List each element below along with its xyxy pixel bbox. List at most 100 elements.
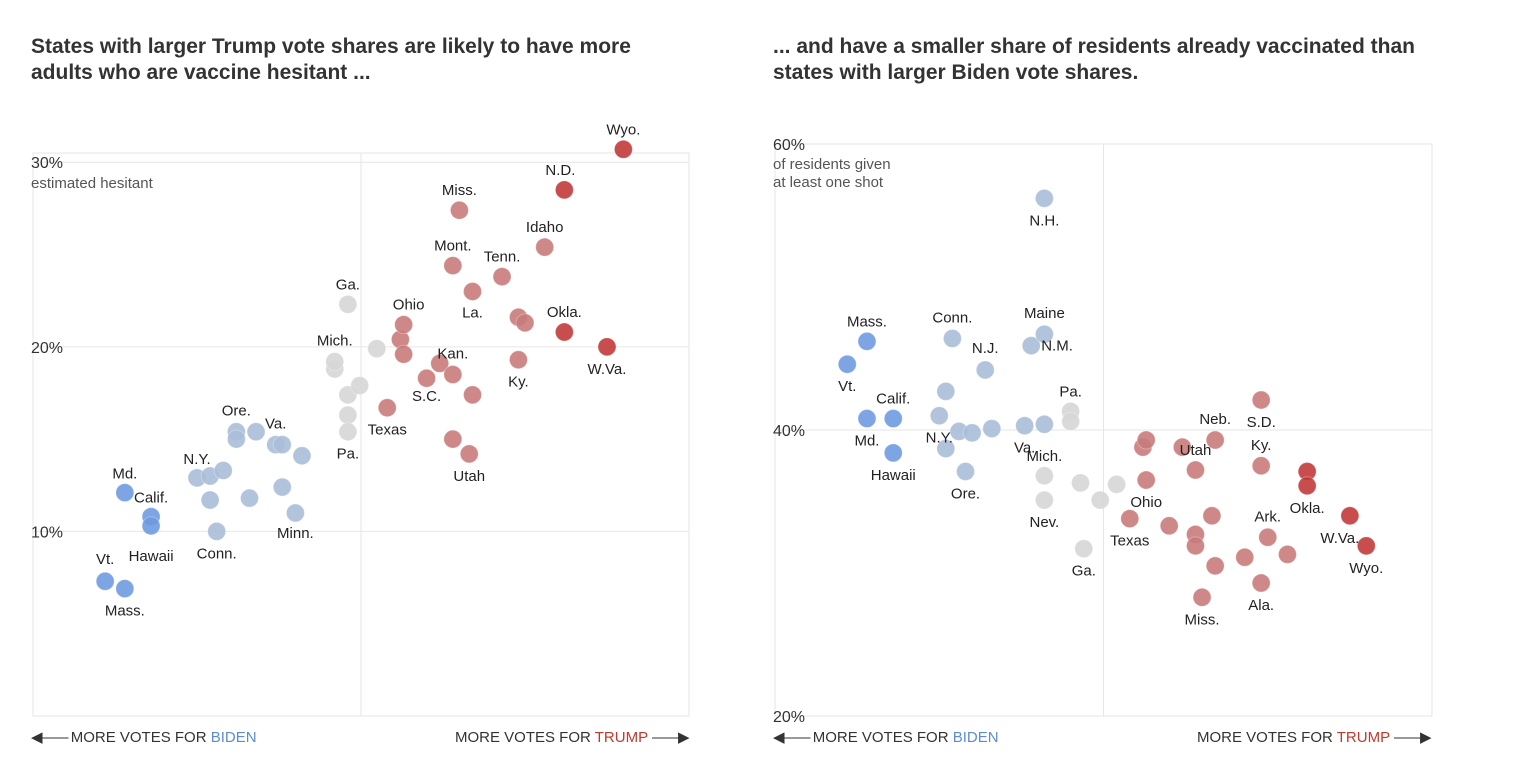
state-label: Hawaii bbox=[871, 467, 916, 484]
state-point bbox=[857, 331, 877, 351]
state-point bbox=[239, 488, 259, 508]
y-tick-label: 20% bbox=[773, 709, 805, 726]
footer-trump-direction: MORE VOTES FOR TRUMP ——▶ bbox=[455, 728, 690, 746]
state-label: W.Va. bbox=[588, 361, 627, 378]
state-label: Ore. bbox=[222, 403, 251, 420]
state-point bbox=[1074, 539, 1094, 559]
chart-panel-hesitancy: States with larger Trump vote shares are… bbox=[0, 0, 720, 764]
state-point bbox=[443, 365, 463, 385]
state-point bbox=[1297, 476, 1317, 496]
state-point bbox=[1120, 509, 1140, 529]
state-label: Wyo. bbox=[606, 121, 640, 138]
state-label: Ky. bbox=[508, 374, 529, 391]
state-point bbox=[929, 406, 949, 426]
y-tick-label: 40% bbox=[773, 423, 805, 440]
state-point bbox=[1015, 416, 1035, 436]
state-point bbox=[1061, 411, 1081, 431]
state-point bbox=[936, 381, 956, 401]
state-point bbox=[443, 256, 463, 276]
state-label: Calif. bbox=[876, 391, 910, 408]
state-label: Ga. bbox=[336, 276, 360, 293]
y-tick-label: 10% bbox=[31, 524, 63, 541]
state-point bbox=[213, 460, 233, 480]
state-point bbox=[975, 360, 995, 380]
footer-left-prefix: MORE VOTES FOR bbox=[812, 729, 949, 746]
state-label: Nev. bbox=[1030, 514, 1060, 531]
footer-left-prefix: MORE VOTES FOR bbox=[70, 729, 207, 746]
state-point bbox=[1034, 466, 1054, 486]
state-point bbox=[1136, 430, 1156, 450]
state-point bbox=[508, 350, 528, 370]
state-point bbox=[1071, 473, 1091, 493]
state-point bbox=[962, 423, 982, 443]
state-label: Idaho bbox=[526, 219, 564, 236]
state-point bbox=[857, 409, 877, 429]
state-point bbox=[459, 444, 479, 464]
state-point bbox=[141, 516, 161, 536]
y-tick-label: 60% bbox=[773, 137, 805, 154]
state-label: Ohio bbox=[393, 297, 425, 314]
state-label: Wyo. bbox=[1349, 560, 1383, 577]
state-label: Okla. bbox=[1290, 500, 1325, 517]
state-point bbox=[1251, 456, 1271, 476]
state-point bbox=[394, 344, 414, 364]
footer-biden-label: BIDEN bbox=[952, 729, 999, 746]
state-point bbox=[394, 315, 414, 335]
chart-panel-vaccinated: ... and have a smaller share of resident… bbox=[742, 0, 1462, 764]
state-point bbox=[226, 429, 246, 449]
state-label: N.H. bbox=[1029, 212, 1059, 229]
footer-right-prefix: MORE VOTES FOR bbox=[1197, 729, 1333, 746]
y-unit-label: estimated hesitant bbox=[31, 175, 154, 192]
state-label: Mass. bbox=[847, 313, 887, 330]
state-label: Miss. bbox=[1185, 611, 1220, 628]
state-label: Md. bbox=[854, 433, 879, 450]
state-label: Vt. bbox=[838, 378, 856, 395]
chart-title: ... and have a smaller share of resident… bbox=[773, 35, 1415, 84]
state-label: N.M. bbox=[1041, 338, 1073, 355]
state-point bbox=[1090, 490, 1110, 510]
footer-right-prefix: MORE VOTES FOR bbox=[455, 729, 591, 746]
state-point bbox=[1185, 460, 1205, 480]
state-label: Md. bbox=[112, 466, 137, 483]
state-point bbox=[115, 579, 135, 599]
state-label: Utah bbox=[1180, 442, 1212, 459]
state-point bbox=[285, 503, 305, 523]
state-label: S.C. bbox=[412, 388, 441, 405]
state-label: Ohio bbox=[1130, 494, 1162, 511]
state-label: Va. bbox=[1014, 440, 1035, 457]
state-point bbox=[1340, 506, 1360, 526]
state-label: Ark. bbox=[1254, 508, 1281, 525]
footer-biden-label: BIDEN bbox=[210, 729, 257, 746]
state-label: Va. bbox=[265, 416, 286, 433]
state-point bbox=[449, 200, 469, 220]
state-label: S.D. bbox=[1247, 414, 1276, 431]
state-label: Mass. bbox=[105, 603, 145, 620]
state-point bbox=[883, 409, 903, 429]
state-label: Pa. bbox=[1059, 383, 1082, 400]
state-label: Conn. bbox=[197, 545, 237, 562]
state-point bbox=[1159, 516, 1179, 536]
state-point bbox=[1277, 544, 1297, 564]
state-point bbox=[430, 353, 450, 373]
state-point bbox=[883, 443, 903, 463]
y-unit-label: at least one shot bbox=[773, 174, 884, 191]
state-point bbox=[1205, 556, 1225, 576]
state-label: Hawaii bbox=[129, 548, 174, 565]
state-point bbox=[1258, 527, 1278, 547]
state-label: La. bbox=[462, 304, 483, 321]
right-arrow-icon: ——▶ bbox=[651, 729, 690, 746]
state-point bbox=[1205, 430, 1225, 450]
state-point bbox=[95, 571, 115, 591]
state-point bbox=[1034, 414, 1054, 434]
state-point bbox=[492, 267, 512, 287]
state-point bbox=[325, 352, 345, 372]
state-point bbox=[1034, 188, 1054, 208]
state-point bbox=[554, 180, 574, 200]
state-point bbox=[1136, 470, 1156, 490]
state-point bbox=[942, 328, 962, 348]
state-label: Minn. bbox=[277, 525, 314, 542]
state-point bbox=[1034, 324, 1054, 344]
state-label: W.Va. bbox=[1320, 530, 1359, 547]
state-point bbox=[338, 294, 358, 314]
